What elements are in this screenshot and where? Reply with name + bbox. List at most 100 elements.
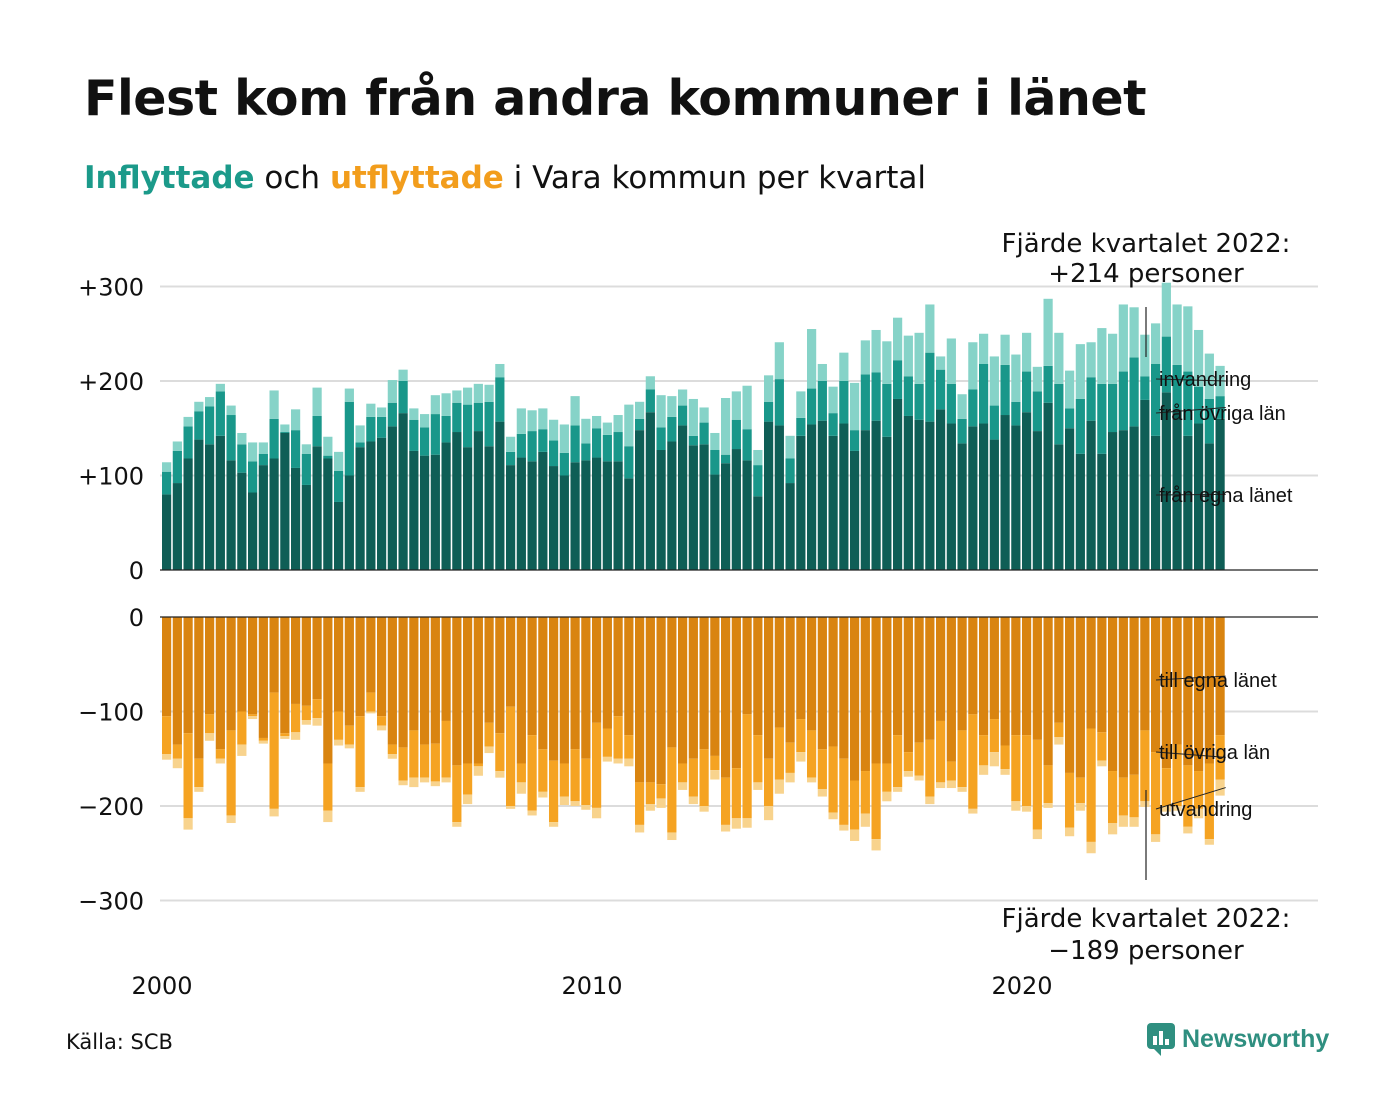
inflow-bar-segment [1129,426,1139,570]
outflow-bar-segment [559,763,569,797]
outflow-bar-segment [592,807,602,819]
inflow-bar-segment [420,414,430,428]
inflow-bar-segment [731,419,741,450]
inflow-bar-segment [1118,371,1128,431]
outflow-bar-segment [656,784,666,799]
outflow-bar-segment [914,742,924,776]
inflow-bar-segment [226,415,236,461]
outflow-bar-segment [903,617,913,753]
inflow-bar-segment [946,423,956,570]
outflow-bar-segment [269,692,279,809]
inflow-bar-segment [291,409,301,431]
inflow-bar-segment [1054,332,1064,384]
inflow-bar-segment [613,415,623,433]
inflow-bar-segment [1140,399,1150,570]
inflow-bar-segment [484,384,494,402]
inflow-bar-segment [162,462,172,472]
outflow-bar-segment [667,617,677,748]
outflow-bar-segment [1183,765,1193,827]
outflow-bar-segment [516,763,526,783]
outflow-bar-segment [957,617,967,731]
chart-title: Flest kom från andra kommuner i länet [84,70,1147,127]
outflow-bar-segment [237,711,247,745]
inflow-bar-segment [430,395,440,415]
outflow-bar-segment [312,617,322,700]
inflow-bar-segment [1011,354,1021,402]
outflow-bar-segment [377,617,387,717]
inflow-bar-segment [323,455,333,459]
inflow-bar-segment [162,471,172,495]
outflow-bar-segment [495,733,505,772]
inflow-bar-segment [301,453,311,485]
outflow-bar-segment [452,765,462,823]
outflow-bar-segment [538,617,548,750]
outflow-bar-segment [183,617,193,734]
outflow-bar-segment [699,617,709,750]
newsworthy-logo: Newsworthy [1146,1022,1329,1056]
inflow-bar-segment [215,391,225,436]
inflow-bar-segment [828,413,838,436]
outflow-bar-segment [1043,617,1053,766]
inflow-bar-segment [258,465,268,570]
outflow-bar-segment [258,740,268,744]
outflow-bar-segment [484,746,494,754]
inflow-bar-segment [559,452,569,476]
inflow-bar-segment [183,458,193,570]
inflow-bar-segment [387,380,397,403]
inflow-bar-segment [215,383,225,392]
inflow-bar-segment [377,407,387,417]
inflow-bar-segment [473,383,483,403]
outflow-bar-segment [817,749,827,789]
inflow-bar-segment [1172,364,1182,410]
inflow-bar-segment [946,338,956,384]
outflow-bar-segment [828,746,838,813]
outflow-bar-segment [850,617,860,781]
inflow-bar-segment [871,372,881,421]
outflow-bar-segment [398,617,408,748]
outflow-bar-segment [452,617,462,766]
outflow-bar-segment [430,743,440,782]
outflow-bar-segment [914,775,924,781]
inflow-bar-segment [1151,323,1161,364]
outflow-bar-segment [753,735,763,783]
outflow-bar-segment [656,798,666,808]
outflow-bar-segment [387,754,397,759]
inflow-bar-segment [871,329,881,373]
inflow-bar-segment [484,401,494,447]
series-label: från övriga län [1159,403,1286,425]
inflow-bar-segment [688,398,698,436]
inflow-bar-segment [1043,402,1053,570]
inflow-bar-segment [764,421,774,570]
axes: +300 +200 +100 0 0 −100 −200 −300 2000 2010 2020 [78,274,1318,1000]
inflow-bar-segment [1000,334,1010,365]
inflow-bar-segment [377,437,387,570]
outflow-bar-segment [1204,763,1214,840]
outflow-bar-segment [430,781,440,787]
outflow-bar-segment [527,735,537,811]
outflow-bar-segment [172,617,182,745]
subtitle-inflyttade: Inflyttade [84,160,255,196]
inflow-bar-segment [312,387,322,416]
outflow-bar-segment [226,730,236,816]
inflow-bar-segment [355,425,365,443]
outflow-bar-segment [1000,769,1010,775]
outflow-bar-segment [753,617,763,736]
outflow-bar-segment [430,617,440,744]
outflow-bar-segment [721,617,731,778]
inflow-bar-segment [979,423,989,570]
inflow-bar-segment [645,412,655,570]
inflow-bar-segment [796,435,806,570]
outflow-bar-segment [968,617,978,715]
inflow-bar-segment [839,352,849,381]
outflow-bar-segment [183,733,193,819]
inflow-bar-segment [656,449,666,570]
outflow-bar-segment [366,711,376,714]
inflow-bar-segment [172,441,182,451]
series-label: till egna länet [1159,670,1277,692]
outflow-bar-segment [893,735,903,788]
outflow-bar-segment [903,771,913,777]
inflow-bar-segment [441,442,451,570]
inflow-bar-segment [774,342,784,380]
outflow-bar-segment [1161,768,1171,806]
outflow-bar-segment [1054,737,1064,745]
